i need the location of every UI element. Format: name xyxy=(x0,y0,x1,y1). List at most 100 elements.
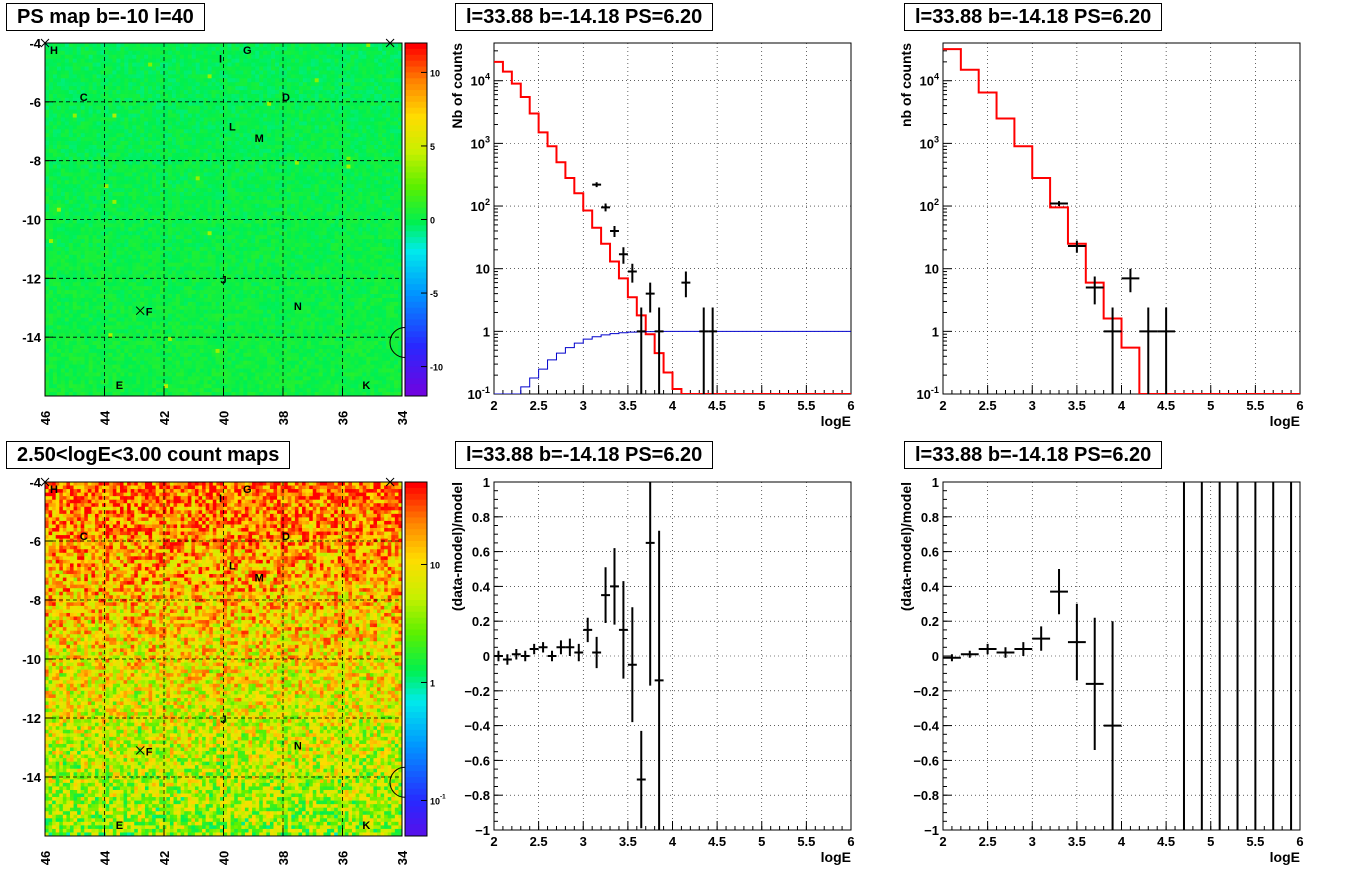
heatmap-cell xyxy=(263,121,268,126)
heatmap-cell xyxy=(243,121,248,126)
heatmap-cell xyxy=(48,129,54,134)
heatmap-cell xyxy=(148,243,153,248)
heatmap-cell xyxy=(56,105,62,111)
heatmap-cell xyxy=(243,188,248,193)
heatmap-cell xyxy=(374,227,379,232)
heatmap-cell xyxy=(326,152,331,158)
heatmap-cell xyxy=(124,176,129,181)
heatmap-cell xyxy=(45,70,50,75)
heatmap-cell xyxy=(108,82,113,87)
heatmap-cell xyxy=(259,66,264,71)
heatmap-cell xyxy=(227,82,232,87)
heatmap-cell xyxy=(263,90,268,95)
heatmap-cell xyxy=(84,46,90,52)
heatmap-cell xyxy=(243,113,248,118)
heatmap-cell xyxy=(378,250,383,256)
heatmap-cell xyxy=(116,156,121,162)
heatmap-cell xyxy=(136,258,141,264)
heatmap-cell xyxy=(72,82,78,87)
heatmap-cell xyxy=(132,239,137,244)
heatmap-cell xyxy=(370,211,375,216)
heatmap-cell xyxy=(72,86,78,91)
heatmap-cell xyxy=(116,172,121,177)
heatmap-cell xyxy=(386,160,391,165)
heatmap-cell xyxy=(275,243,280,248)
heatmap-cell xyxy=(195,125,201,130)
heatmap-cell xyxy=(195,176,201,181)
heatmap-cell xyxy=(318,78,324,83)
heatmap-cell xyxy=(338,117,343,122)
heatmap-cell xyxy=(326,239,331,244)
heatmap-cell xyxy=(187,254,193,260)
heatmap-cell xyxy=(219,235,224,240)
heatmap-cell xyxy=(275,235,280,240)
heatmap-cell xyxy=(219,137,224,142)
heatmap-cell xyxy=(271,223,276,228)
heatmap-cell xyxy=(283,215,288,220)
heatmap-cell xyxy=(195,231,201,236)
heatmap-cell xyxy=(271,235,276,240)
heatmap-cell xyxy=(302,121,308,126)
heatmap-cell xyxy=(255,219,260,224)
heatmap-cell xyxy=(76,243,82,248)
heatmap-cell xyxy=(366,168,371,173)
heatmap-cell xyxy=(318,137,324,142)
heatmap-cell xyxy=(64,188,70,193)
heatmap-cell xyxy=(140,192,145,197)
heatmap-cell xyxy=(148,235,153,240)
heatmap-cell xyxy=(120,215,125,220)
heatmap-cell xyxy=(100,219,105,224)
heatmap-cell xyxy=(346,168,351,173)
heatmap-cell xyxy=(314,152,320,158)
heatmap-cell xyxy=(56,243,62,248)
heatmap-cell xyxy=(267,199,272,205)
heatmap-cell xyxy=(211,168,216,173)
heatmap-cell xyxy=(334,168,339,173)
heatmap-cell xyxy=(100,93,105,99)
heatmap-cell xyxy=(342,215,347,220)
heatmap-cell xyxy=(247,105,252,111)
heatmap-cell xyxy=(219,129,224,134)
heatmap-cell xyxy=(203,250,209,256)
heatmap-cell xyxy=(132,90,137,95)
heatmap-cell xyxy=(92,54,97,60)
heatmap-cell xyxy=(322,176,328,181)
heatmap-cell xyxy=(243,156,248,162)
heatmap-cell xyxy=(211,203,216,209)
heatmap-cell xyxy=(267,58,272,64)
heatmap-cell xyxy=(318,223,324,228)
heatmap-cell xyxy=(255,192,260,197)
heatmap-cell xyxy=(183,246,189,252)
heatmap-cell xyxy=(286,141,292,146)
heatmap-cell xyxy=(334,160,339,165)
heatmap-cell xyxy=(366,227,371,232)
heatmap-cell xyxy=(298,152,304,158)
heatmap-cell xyxy=(215,246,220,252)
heatmap-cell xyxy=(322,66,328,71)
heatmap-cell xyxy=(326,50,331,56)
heatmap-cell xyxy=(207,254,212,260)
heatmap-cell xyxy=(306,86,312,91)
heatmap-cell xyxy=(362,133,367,138)
heatmap-cell xyxy=(330,117,335,122)
heatmap-cell xyxy=(132,78,137,83)
heatmap-cell xyxy=(171,93,177,99)
heatmap-cell xyxy=(314,93,320,99)
heatmap-cell xyxy=(231,129,236,134)
heatmap-cell xyxy=(88,184,93,189)
heatmap-cell xyxy=(211,156,216,162)
heatmap-cell xyxy=(195,54,201,60)
heatmap-cell xyxy=(235,168,240,173)
heatmap-cell xyxy=(251,74,256,79)
heatmap-cell xyxy=(342,219,347,224)
heatmap-cell xyxy=(136,129,141,134)
heatmap-cell xyxy=(76,235,82,240)
heatmap-cell xyxy=(211,176,216,181)
heatmap-cell xyxy=(183,50,189,56)
heatmap-cell xyxy=(120,246,125,252)
heatmap-cell xyxy=(203,164,209,169)
heatmap-cell xyxy=(374,133,379,138)
heatmap-cell xyxy=(334,74,339,79)
heatmap-cell xyxy=(140,243,145,248)
heatmap-cell xyxy=(72,70,78,75)
